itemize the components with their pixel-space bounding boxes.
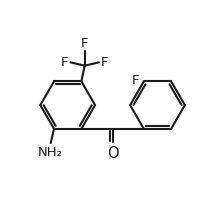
Text: O: O (107, 146, 118, 161)
Text: F: F (132, 74, 139, 87)
Text: NH₂: NH₂ (38, 146, 63, 159)
Text: F: F (101, 56, 109, 69)
Text: F: F (81, 37, 89, 50)
Text: F: F (61, 56, 68, 69)
